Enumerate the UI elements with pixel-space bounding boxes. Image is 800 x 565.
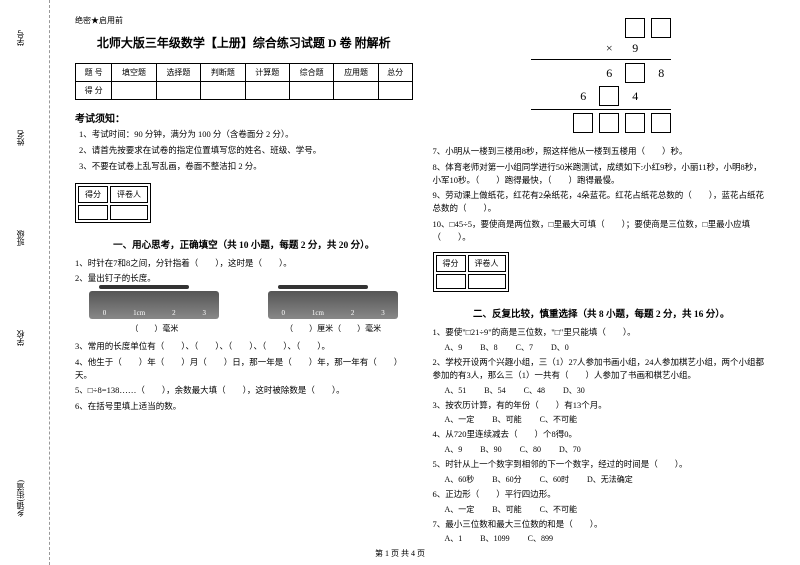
ruler-row: 0 1cm 2 3 （ ）毫米 0 1cm 2 3 （ ）厘米（ ）毫米: [75, 291, 413, 334]
row2-label: 得 分: [76, 82, 112, 100]
label-xuehao: 学号: [15, 30, 26, 46]
box: [625, 63, 645, 83]
notice-3: 3、不要在试卷上乱写乱画，卷面不整洁扣 2 分。: [79, 161, 413, 173]
multiplication-grid: × 9 6 8 6 4: [531, 18, 671, 133]
content-area: 绝密★启用前 北师大版三年级数学【上册】综合练习试题 D 卷 附解析 题 号 填…: [50, 0, 800, 565]
label-xuexiao: 学校: [15, 330, 26, 346]
q6: 6、在括号里填上适当的数。: [75, 400, 413, 413]
th-5: 综合题: [289, 64, 333, 82]
right-column: × 9 6 8 6 4: [423, 15, 781, 560]
ruler-1: 0 1cm 2 3: [89, 291, 219, 319]
box: [599, 113, 619, 133]
p2q4-opts: A、9 B、90 C、80 D、70: [445, 444, 771, 455]
p2q7-opts: A、1 B、1099 C、899: [445, 533, 771, 544]
q10: 10、□45÷5，要使商是两位数，□里最大可填（ ）；要使商是三位数，□里最小应…: [433, 218, 771, 244]
p2q3: 3、按农历计算，有的年份（ ）有13个月。: [433, 399, 771, 412]
q7: 7、小明从一楼到三楼用8秒，照这样他从一楼到五楼用（ ）秒。: [433, 145, 771, 158]
binding-margin: 学号 姓名 班级 学校 乡镇(街道): [0, 0, 50, 565]
q1: 1、时针在7和8之间，分针指着（ ），这时是（ ）。: [75, 257, 413, 270]
th-6: 应用题: [334, 64, 378, 82]
p2q2: 2、学校开设两个兴趣小组，三（1）27人参加书画小组，24人参加棋艺小组，两个小…: [433, 356, 771, 382]
p2q5: 5、时针从上一个数字到相邻的下一个数字，经过的时间是（ ）。: [433, 458, 771, 471]
p2q1-opts: A、9 B、8 C、7 D、0: [445, 342, 771, 353]
part2-title: 二、反复比较，慎重选择（共 8 小题，每题 2 分，共 16 分）。: [433, 306, 771, 320]
box: [599, 86, 619, 106]
q2: 2、量出钉子的长度。: [75, 272, 413, 285]
box: [651, 18, 671, 38]
box: [573, 113, 593, 133]
notice-title: 考试须知：: [75, 110, 413, 125]
cap2: （ ）厘米（ ）毫米: [268, 323, 398, 334]
notice-list: 1、考试时间：90 分钟，满分为 100 分（含卷面分 2 分）。 2、请首先按…: [79, 129, 413, 173]
q8: 8、体育老师对第一小组同学进行50米跑测试，成绩如下:小红9秒，小丽11秒，小明…: [433, 161, 771, 187]
q5: 5、□÷8=138……（ ），余数最大填（ ），这时被除数是（ ）。: [75, 384, 413, 397]
box: [625, 18, 645, 38]
score-box-2: 得分评卷人: [433, 252, 509, 292]
score-box-1: 得分评卷人: [75, 183, 151, 223]
p2q5-opts: A、60秒 B、60分 C、60时 D、无法确定: [445, 474, 771, 485]
p2q7: 7、最小三位数和最大三位数的和是（ ）。: [433, 518, 771, 531]
box: [625, 113, 645, 133]
label-xingming: 姓名: [15, 130, 26, 146]
q9: 9、劳动课上做纸花，红花有2朵纸花，4朵蓝花。红花占纸花总数的（ ），蓝花占纸花…: [433, 189, 771, 215]
exam-title: 北师大版三年级数学【上册】综合练习试题 D 卷 附解析: [75, 34, 413, 51]
label-xiangzhen: 乡镇(街道): [15, 480, 26, 517]
q3: 3、常用的长度单位有（ ）、（ ）、（ ）、（ ）、（ ）。: [75, 340, 413, 353]
q4: 4、他生于（ ）年（ ）月（ ）日，那一年是（ ）年，那一年有（ ）天。: [75, 356, 413, 382]
score-table: 题 号 填空题 选择题 判断题 计算题 综合题 应用题 总分 得 分: [75, 63, 413, 100]
box: [651, 113, 671, 133]
th-3: 判断题: [201, 64, 245, 82]
th-1: 填空题: [112, 64, 156, 82]
secret-mark: 绝密★启用前: [75, 15, 413, 26]
left-column: 绝密★启用前 北师大版三年级数学【上册】综合练习试题 D 卷 附解析 题 号 填…: [65, 15, 423, 560]
notice-2: 2、请首先按要求在试卷的指定位置填写您的姓名、班级、学号。: [79, 145, 413, 157]
label-banji: 班级: [15, 230, 26, 246]
part1-title: 一、用心思考，正确填空（共 10 小题，每题 2 分，共 20 分）。: [75, 237, 413, 251]
th-0: 题 号: [76, 64, 112, 82]
cap1: （ ）毫米: [89, 323, 219, 334]
p2q4: 4、从720里连续减去（ ）个8得0。: [433, 428, 771, 441]
th-4: 计算题: [245, 64, 289, 82]
p2q2-opts: A、51 B、54 C、48 D、30: [445, 385, 771, 396]
p2q6-opts: A、一定 B、可能 C、不可能: [445, 504, 771, 515]
p2q1: 1、要使"□21÷9"的商是三位数，"□"里只能填（ ）。: [433, 326, 771, 339]
th-7: 总分: [378, 64, 412, 82]
notice-1: 1、考试时间：90 分钟，满分为 100 分（含卷面分 2 分）。: [79, 129, 413, 141]
p2q3-opts: A、一定 B、可能 C、不可能: [445, 414, 771, 425]
p2q6: 6、正边形（ ）平行四边形。: [433, 488, 771, 501]
th-2: 选择题: [156, 64, 200, 82]
page-footer: 第 1 页 共 4 页: [0, 548, 800, 559]
ruler-2: 0 1cm 2 3: [268, 291, 398, 319]
